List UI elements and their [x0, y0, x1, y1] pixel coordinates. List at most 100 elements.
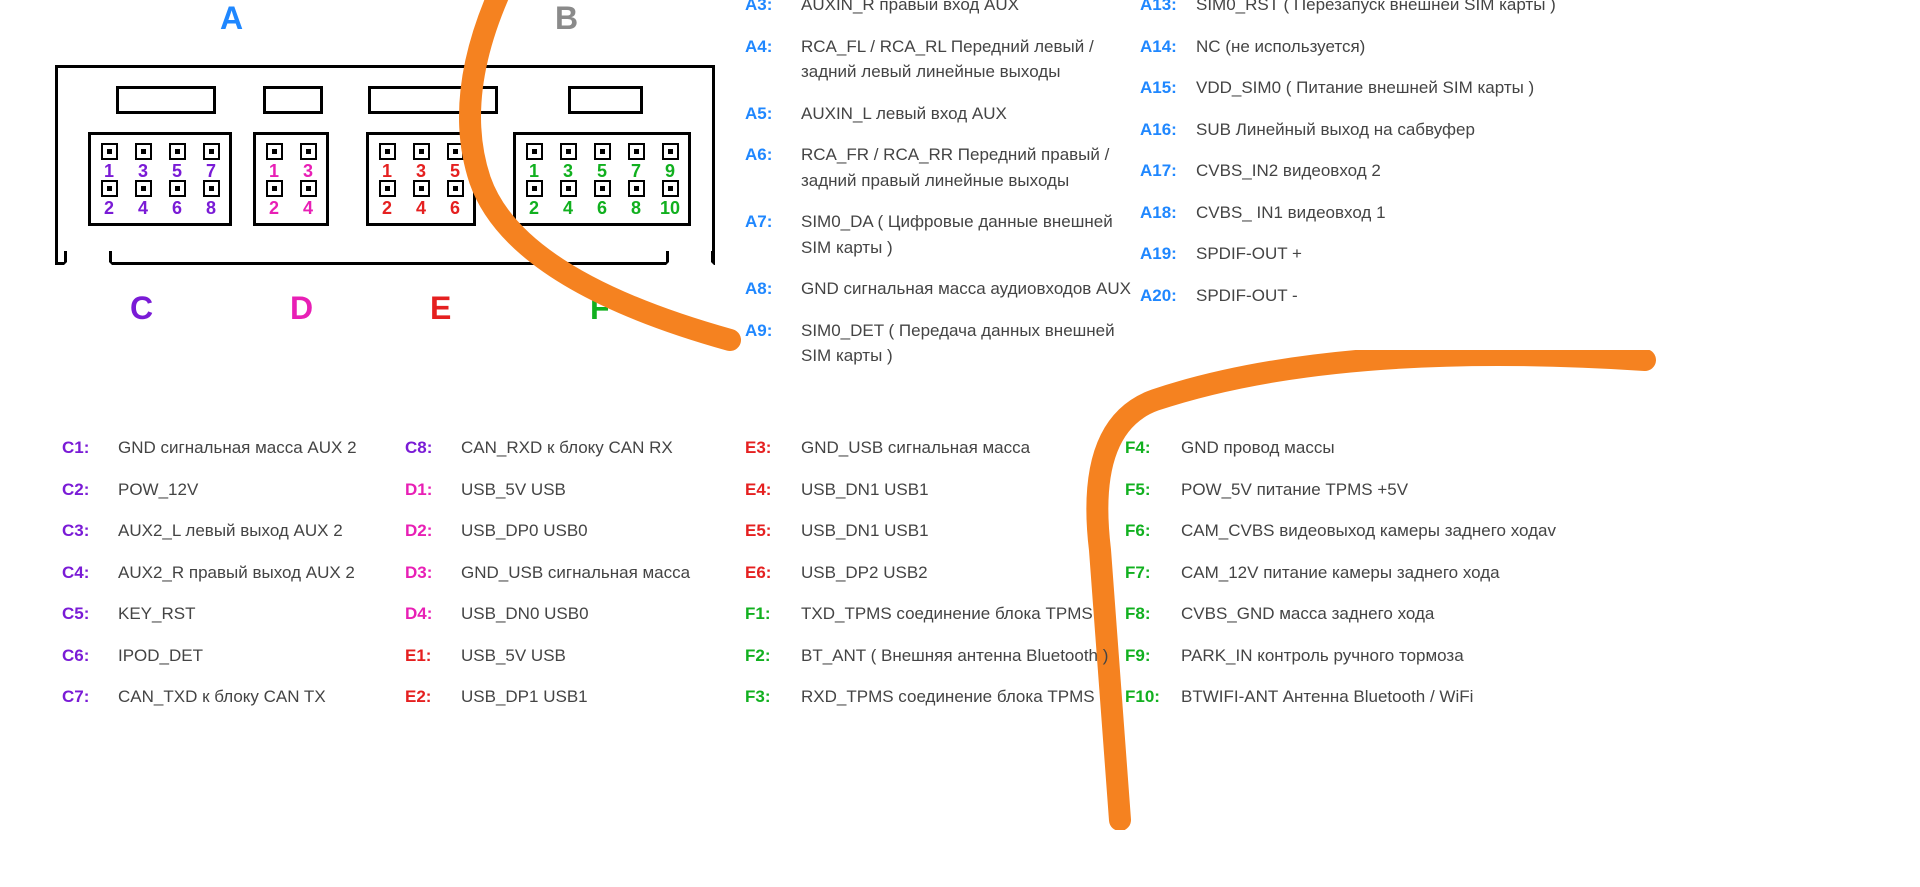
pin-block-e: 123456 — [366, 132, 476, 226]
pin: 3 — [556, 143, 580, 180]
slot — [116, 86, 216, 114]
pin-desc: SIM0_DA ( Цифровые данные внешней SIM ка… — [801, 209, 1135, 260]
group-label-e: E — [430, 290, 451, 327]
pinout-entry: F5:POW_5V питание TPMS +5V — [1125, 477, 1565, 503]
pinout-entry: A17:CVBS_IN2 видеовход 2 — [1140, 158, 1560, 184]
pin-desc: IPOD_DET — [118, 643, 203, 669]
pin-id: A13: — [1140, 0, 1196, 18]
pinout-entry: A4:RCA_FL / RCA_RL Передний левый / задн… — [745, 34, 1135, 85]
pinout-entry: F4:GND провод массы — [1125, 435, 1565, 461]
pin-block-d: 1234 — [253, 132, 329, 226]
pin-desc: AUXIN_R правый вход AUX — [801, 0, 1019, 18]
group-label-c: C — [130, 290, 153, 327]
pin-desc: SIM0_RST ( Перезапуск внешней SIM карты … — [1196, 0, 1556, 18]
pin-desc: SPDIF-OUT + — [1196, 241, 1302, 267]
pinout-entry: E1:USB_5V USB — [405, 643, 720, 669]
pin: 8 — [199, 180, 223, 217]
pin-desc: CVBS_IN2 видеовход 2 — [1196, 158, 1381, 184]
pin-desc: AUX2_L левый выход AUX 2 — [118, 518, 343, 544]
pin-desc: SIM0_DET ( Передача данных внешней SIM к… — [801, 318, 1135, 369]
pinout-entry: A14:NC (не используется) — [1140, 34, 1560, 60]
pin-id: C4: — [62, 560, 118, 586]
group-label-f: F — [590, 290, 610, 327]
pinout-col-2: C8:CAN_RXD к блоку CAN RXD1:USB_5V USBD2… — [405, 435, 720, 710]
pin-desc: USB_DP2 USB2 — [801, 560, 928, 586]
pinout-entry: F8:CVBS_GND масса заднего хода — [1125, 601, 1565, 627]
pinout-entry: D3:GND_USB сигнальная масса — [405, 560, 720, 586]
pin-id: F6: — [1125, 518, 1181, 544]
pin: 3 — [409, 143, 433, 180]
pinout-entry: A8:GND сигнальная масса аудиовходов AUX — [745, 276, 1135, 302]
pin-id: A8: — [745, 276, 801, 302]
pinout-entry: E4:USB_DN1 USB1 — [745, 477, 1115, 503]
group-label-a: A — [220, 0, 243, 37]
pinout-entry: F2:BT_ANT ( Внешняя антенна Bluetooth ) — [745, 643, 1115, 669]
pin-block-f: 12345678910 — [513, 132, 691, 226]
pinout-entry: C1:GND сигнальная масса AUX 2 — [62, 435, 392, 461]
pin-desc: GND_USB сигнальная масса — [461, 560, 690, 586]
pin-id: E3: — [745, 435, 801, 461]
pin-desc: AUXIN_L левый вход AUX — [801, 101, 1007, 127]
pin-id: C5: — [62, 601, 118, 627]
pin-desc: GND_USB сигнальная масса — [801, 435, 1030, 461]
pin-id: D3: — [405, 560, 461, 586]
pin: 9 — [658, 143, 682, 180]
pin-id: E1: — [405, 643, 461, 669]
pin: 1 — [262, 143, 286, 180]
pin-id: C3: — [62, 518, 118, 544]
pin-desc: POW_5V питание TPMS +5V — [1181, 477, 1408, 503]
pin-id: F9: — [1125, 643, 1181, 669]
pin: 2 — [375, 180, 399, 217]
pinout-entry: A5:AUXIN_L левый вход AUX — [745, 101, 1135, 127]
pin-desc: RCA_FR / RCA_RR Передний правый / задний… — [801, 142, 1135, 193]
pinout-entry: A19:SPDIF-OUT + — [1140, 241, 1560, 267]
pinout-col-1: C1:GND сигнальная масса AUX 2C2:POW_12VC… — [62, 435, 392, 710]
pin-id: C1: — [62, 435, 118, 461]
pinout-entry: C6:IPOD_DET — [62, 643, 392, 669]
pin: 4 — [131, 180, 155, 217]
pinout-entry: D2:USB_DP0 USB0 — [405, 518, 720, 544]
pin: 7 — [624, 143, 648, 180]
pin-desc: RXD_TPMS соединение блока TPMS — [801, 684, 1095, 710]
pin-id: A15: — [1140, 75, 1196, 101]
pin-desc: GND провод массы — [1181, 435, 1335, 461]
pin-id: E4: — [745, 477, 801, 503]
pin-desc: CAN_TXD к блоку CAN TX — [118, 684, 326, 710]
pin: 6 — [590, 180, 614, 217]
group-label-d: D — [290, 290, 313, 327]
pin-desc: USB_DP0 USB0 — [461, 518, 588, 544]
connector-outline: 12345678 1234 123456 12345678910 — [55, 65, 715, 265]
pinout-entry: F3:RXD_TPMS соединение блока TPMS — [745, 684, 1115, 710]
pin-id: A9: — [745, 318, 801, 344]
pin-id: F2: — [745, 643, 801, 669]
pinout-entry: A15:VDD_SIM0 ( Питание внешней SIM карты… — [1140, 75, 1560, 101]
pin: 5 — [443, 143, 467, 180]
pin-desc: TXD_TPMS соединение блока TPMS — [801, 601, 1093, 627]
pin: 6 — [443, 180, 467, 217]
pin-desc: USB_DN1 USB1 — [801, 518, 929, 544]
pin-desc: KEY_RST — [118, 601, 195, 627]
pin-desc: GND сигнальная масса аудиовходов AUX — [801, 276, 1131, 302]
pin-id: A3: — [745, 0, 801, 18]
pin-id: F10: — [1125, 684, 1181, 710]
pin-desc: USB_DN1 USB1 — [801, 477, 929, 503]
pin: 3 — [131, 143, 155, 180]
pin: 1 — [375, 143, 399, 180]
pinout-entry: C5:KEY_RST — [62, 601, 392, 627]
pinout-entry: A18:CVBS_ IN1 видеовход 1 — [1140, 200, 1560, 226]
group-label-b: B — [555, 0, 578, 37]
pin-id: A16: — [1140, 117, 1196, 143]
pin-id: F7: — [1125, 560, 1181, 586]
pin-id: A18: — [1140, 200, 1196, 226]
notch — [666, 251, 714, 265]
pin-id: C2: — [62, 477, 118, 503]
pin-id: E2: — [405, 684, 461, 710]
pin: 6 — [165, 180, 189, 217]
pin-id: E6: — [745, 560, 801, 586]
pin-id: C6: — [62, 643, 118, 669]
pinout-entry: E2:USB_DP1 USB1 — [405, 684, 720, 710]
pin: 4 — [409, 180, 433, 217]
pin: 4 — [556, 180, 580, 217]
pinout-entry: C7:CAN_TXD к блоку CAN TX — [62, 684, 392, 710]
pinout-entry: A13:SIM0_RST ( Перезапуск внешней SIM ка… — [1140, 0, 1560, 18]
